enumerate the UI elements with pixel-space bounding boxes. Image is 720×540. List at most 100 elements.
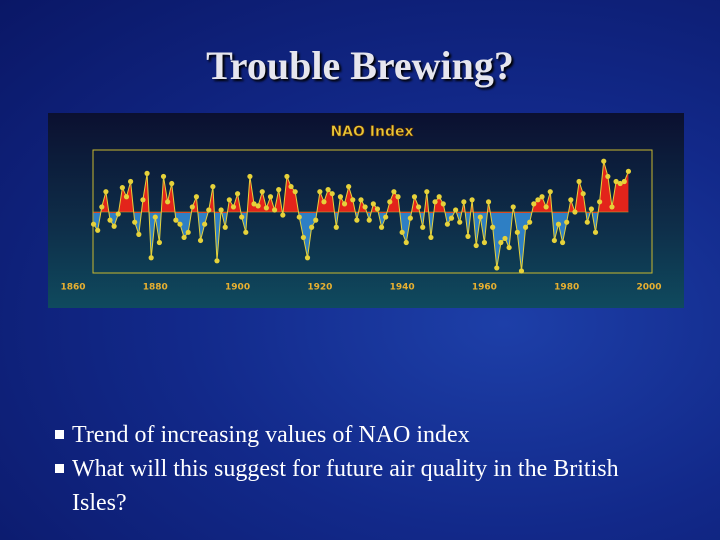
data-point	[329, 191, 335, 197]
data-point	[160, 173, 167, 180]
data-point	[185, 229, 191, 235]
data-point	[555, 221, 562, 227]
data-point	[625, 168, 632, 174]
data-point	[148, 255, 154, 261]
data-point	[251, 201, 257, 207]
data-point	[206, 207, 212, 213]
data-point	[490, 224, 496, 230]
data-point	[325, 187, 331, 193]
data-point	[132, 219, 138, 225]
x-tick-label: 1960	[472, 283, 497, 293]
data-point	[613, 178, 619, 185]
data-point	[457, 219, 463, 225]
data-point	[230, 204, 237, 210]
data-point	[502, 235, 508, 242]
data-point	[370, 201, 376, 207]
data-point	[498, 239, 504, 246]
data-point	[218, 207, 224, 213]
data-point	[169, 180, 175, 187]
data-point	[547, 189, 553, 195]
data-point	[197, 237, 204, 244]
data-point	[621, 178, 627, 185]
data-point	[453, 207, 459, 213]
data-point	[255, 203, 261, 209]
bullet: What will this suggest for future air qu…	[52, 452, 632, 520]
data-point	[128, 178, 134, 185]
data-point	[543, 204, 549, 210]
data-point	[173, 217, 179, 223]
data-point	[572, 209, 578, 215]
data-point	[407, 215, 413, 221]
data-point	[416, 204, 422, 210]
data-point	[494, 265, 500, 271]
data-point	[374, 206, 381, 212]
data-point	[358, 197, 364, 203]
data-point	[477, 214, 483, 220]
data-point	[259, 189, 265, 195]
x-tick-label: 1880	[143, 283, 168, 293]
data-point	[568, 197, 574, 203]
data-point	[321, 199, 327, 205]
data-point	[107, 217, 113, 223]
data-point	[119, 185, 125, 191]
data-point	[605, 173, 611, 180]
data-point	[136, 231, 142, 237]
data-point	[247, 173, 253, 180]
data-point	[481, 239, 488, 246]
data-point	[601, 158, 607, 164]
data-point	[226, 197, 232, 203]
data-point	[181, 234, 187, 241]
data-point	[354, 217, 360, 223]
data-point	[527, 219, 533, 225]
data-point	[518, 268, 525, 274]
data-point	[243, 229, 249, 235]
data-point	[189, 204, 195, 210]
data-point	[317, 189, 323, 195]
slide-title: Trouble Brewing?	[206, 43, 514, 88]
data-point	[514, 229, 520, 235]
data-point	[140, 197, 146, 203]
data-point	[165, 199, 171, 205]
data-point	[152, 214, 158, 220]
data-point	[432, 199, 438, 205]
data-point	[276, 187, 282, 193]
data-point	[465, 233, 471, 239]
data-point	[551, 237, 557, 244]
data-point	[436, 194, 442, 200]
data-point	[115, 211, 121, 217]
data-point	[473, 242, 479, 249]
data-point	[580, 191, 586, 197]
x-tick-label: 1920	[307, 283, 332, 293]
data-point	[263, 205, 269, 211]
data-point	[95, 227, 101, 233]
data-point	[222, 224, 228, 230]
data-point	[399, 229, 405, 235]
data-point	[387, 199, 393, 205]
data-point	[267, 194, 274, 200]
data-point	[588, 206, 595, 212]
data-point	[210, 183, 216, 190]
data-point	[296, 214, 302, 220]
data-point	[193, 194, 200, 200]
data-point	[440, 201, 446, 207]
data-point	[239, 214, 245, 220]
data-point	[395, 194, 401, 200]
data-point	[597, 199, 603, 205]
data-point	[522, 224, 529, 230]
data-point	[333, 224, 339, 230]
data-point	[366, 217, 372, 223]
plot-frame	[92, 149, 653, 274]
data-point	[560, 239, 566, 246]
data-point	[424, 189, 430, 195]
data-point	[428, 234, 434, 241]
data-point	[469, 197, 475, 203]
data-point	[292, 189, 298, 195]
data-point	[341, 201, 348, 207]
data-point	[280, 212, 286, 218]
data-point	[103, 189, 109, 195]
data-point	[506, 244, 512, 251]
x-tick-label: 1860	[60, 283, 85, 293]
x-tick-label: 1980	[554, 283, 579, 293]
data-point	[535, 197, 541, 203]
